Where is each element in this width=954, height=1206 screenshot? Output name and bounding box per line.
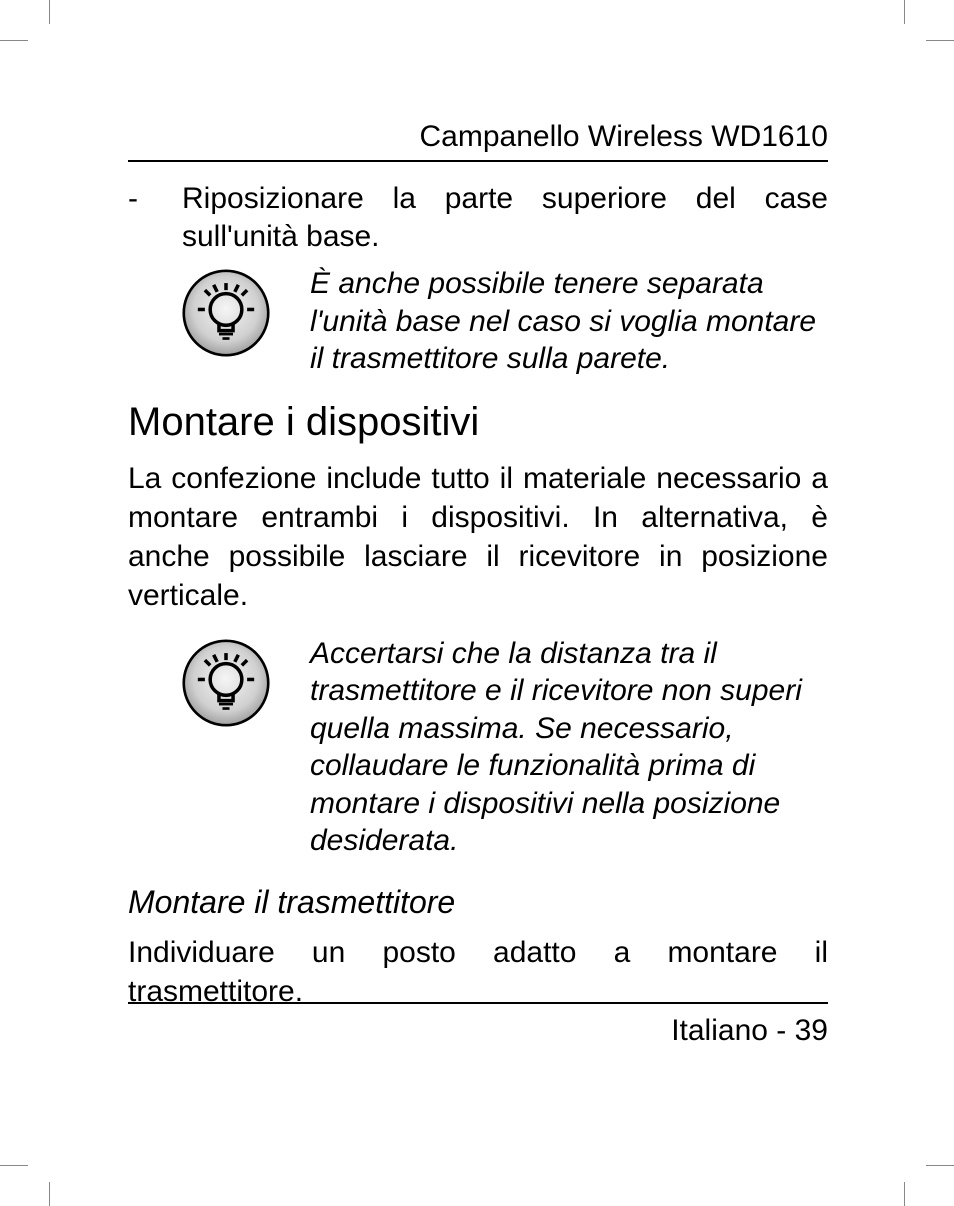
page-content: Campanello Wireless WD1610 - Riposiziona… [128, 120, 828, 1031]
page-header-title: Campanello Wireless WD1610 [128, 120, 828, 162]
footer-language: Italiano [671, 1014, 768, 1047]
tip-callout: È anche possibile tenere separata l'unit… [182, 265, 828, 378]
subsection-paragraph: Individuare un posto adatto a montare il… [128, 933, 828, 1011]
crop-mark [49, 1182, 50, 1206]
section-paragraph: La confezione include tutto il materiale… [128, 459, 828, 615]
crop-mark [0, 1165, 28, 1166]
crop-mark [904, 1182, 905, 1206]
footer-page-number: 39 [795, 1014, 828, 1047]
crop-mark [49, 0, 50, 24]
footer-text: Italiano - 39 [128, 1002, 828, 1048]
bullet-dash: - [128, 180, 182, 218]
crop-mark [0, 40, 28, 41]
lightbulb-icon [182, 269, 270, 357]
lightbulb-icon [182, 639, 270, 727]
subsection-heading: Montare il trasmettitore [128, 884, 828, 921]
crop-mark [926, 1165, 954, 1166]
bullet-item: - Riposizionare la parte superiore del c… [128, 180, 828, 255]
tip-text: Accertarsi che la distanza tra il trasme… [310, 635, 828, 860]
crop-mark [904, 0, 905, 24]
section-heading: Montare i dispositivi [128, 400, 828, 445]
page-footer: Italiano - 39 [128, 1002, 828, 1048]
crop-mark [926, 40, 954, 41]
footer-sep: - [768, 1014, 795, 1047]
bullet-text: Riposizionare la parte superiore del cas… [182, 180, 828, 255]
tip-text: È anche possibile tenere separata l'unit… [310, 265, 828, 378]
tip-callout: Accertarsi che la distanza tra il trasme… [128, 635, 828, 860]
